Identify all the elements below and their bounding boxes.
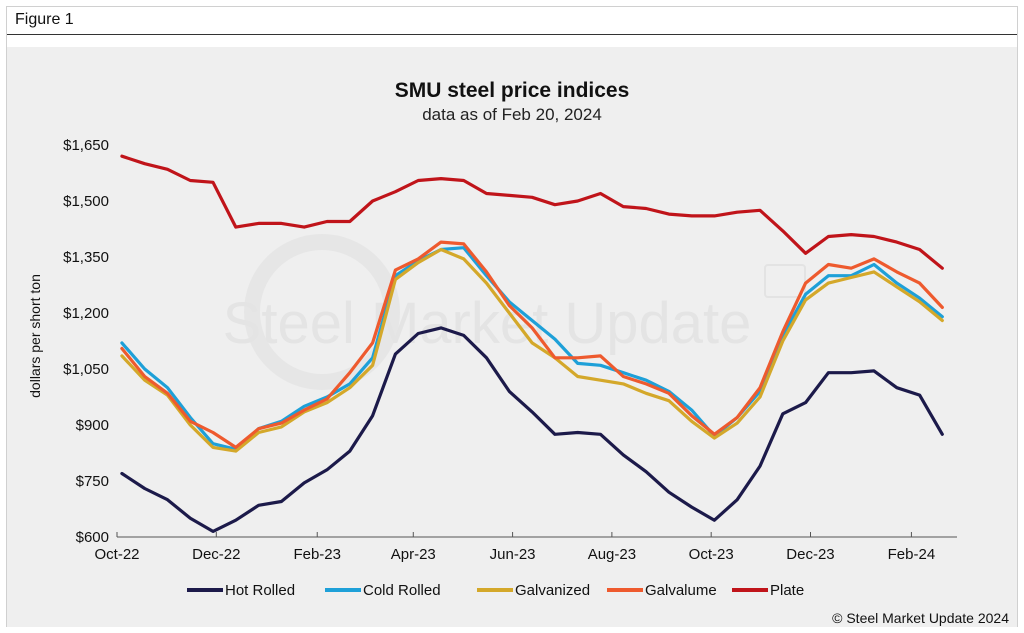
y-axis-label: dollars per short ton — [27, 274, 43, 398]
y-tick-label: $1,200 — [63, 305, 109, 322]
legend-item-galvalume: Galvalume — [607, 582, 717, 599]
y-tick-label: $1,650 — [63, 137, 109, 154]
y-tick-label: $750 — [76, 473, 109, 490]
figure-divider — [7, 34, 1017, 35]
chart-canvas: Steel Market Update SMU steel price indi… — [27, 79, 1009, 626]
legend-label: Cold Rolled — [363, 582, 441, 599]
y-tick-label: $900 — [76, 417, 109, 434]
legend-item-galvanized: Galvanized — [477, 582, 590, 599]
x-tick-label: Feb-23 — [293, 546, 341, 563]
y-tick-label: $1,050 — [63, 361, 109, 378]
x-tick-label: Aug-23 — [588, 546, 636, 563]
legend-label: Plate — [770, 582, 804, 599]
legend-item-cold-rolled: Cold Rolled — [325, 582, 441, 599]
y-tick-label: $1,500 — [63, 193, 109, 210]
x-tick-label: Jun-23 — [490, 546, 536, 563]
x-axis: Oct-22 Dec-22 Feb-23 Apr-23 Jun-23 Aug-23 Oct-… — [94, 532, 957, 563]
legend-label: Galvalume — [645, 582, 717, 599]
source-note: © Steel Market Update 2024 — [832, 610, 1009, 626]
x-tick-label: Oct-22 — [94, 546, 139, 563]
cru-logo-icon — [764, 264, 806, 298]
series-line-galvalume — [120, 240, 944, 449]
series-line-galvanized — [120, 247, 944, 453]
chart-panel: Steel Market Update SMU steel price indi… — [7, 47, 1017, 627]
figure-frame: Figure 1 Steel Market Update SMU steel p… — [6, 6, 1018, 627]
series-line-plate — [120, 154, 944, 270]
y-axis: $600 $750 $900 $1,050 $1,200 $1,350 $1,500 $1,6… — [63, 137, 109, 546]
y-tick-label: $600 — [76, 529, 109, 546]
chart-subtitle: data as of Feb 20, 2024 — [422, 105, 602, 124]
x-tick-label: Apr-23 — [391, 546, 436, 563]
x-tick-label: Dec-22 — [192, 546, 240, 563]
legend: Hot Rolled Cold Rolled Galvanized Galvalume… — [187, 582, 804, 599]
legend-item-plate: Plate — [732, 582, 804, 599]
x-tick-label: Feb-24 — [888, 546, 936, 563]
x-tick-label: Dec-23 — [786, 546, 834, 563]
y-tick-label: $1,350 — [63, 249, 109, 266]
x-tick-label: Oct-23 — [689, 546, 734, 563]
watermark-text: Steel Market Update — [223, 291, 752, 356]
figure-label: Figure 1 — [15, 11, 74, 28]
chart-title: SMU steel price indices — [395, 79, 630, 102]
watermark: Steel Market Update — [223, 234, 806, 390]
legend-item-hot-rolled: Hot Rolled — [187, 582, 295, 599]
watermark-logo-icon — [244, 234, 400, 390]
legend-label: Hot Rolled — [225, 582, 295, 599]
legend-label: Galvanized — [515, 582, 590, 599]
series-lines — [120, 154, 944, 533]
series-line-hot-rolled — [120, 326, 944, 533]
